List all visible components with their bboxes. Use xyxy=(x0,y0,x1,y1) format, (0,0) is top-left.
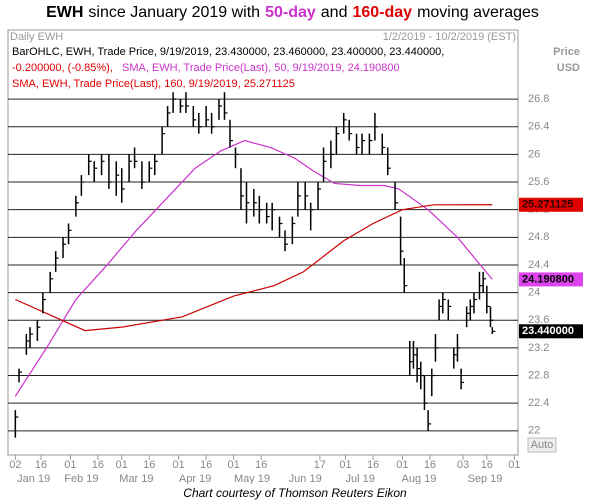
y-tick-label: 24.8 xyxy=(528,231,549,243)
y-tick-label: 26 xyxy=(528,148,540,160)
month-label: Feb 19 xyxy=(64,473,98,484)
month-label: Sep 19 xyxy=(468,473,503,484)
title-part: since January 2019 with xyxy=(88,4,261,21)
x-tick-label: 01 xyxy=(339,459,351,471)
x-tick-label: 02 xyxy=(9,459,21,471)
y-tick-label: 24.4 xyxy=(528,259,549,271)
x-tick-label: 17 xyxy=(314,459,326,471)
y-tick-label: 23.6 xyxy=(528,314,549,326)
title-part: and xyxy=(320,4,348,21)
month-label: Apr 19 xyxy=(179,473,211,484)
x-tick-label: 16 xyxy=(200,459,212,471)
month-label: Jul 19 xyxy=(346,473,375,484)
value-tag xyxy=(519,272,583,287)
sma-line xyxy=(15,204,493,332)
footer: Chart courtesy of Thomson Reuters Eikon xyxy=(183,486,407,500)
x-tick-label: 16 xyxy=(424,459,436,471)
value-tag-label: 23.440000 xyxy=(522,325,574,337)
y-tick-label: 22.4 xyxy=(528,397,549,409)
y-tick-label: 22.8 xyxy=(528,369,549,381)
month-label: Jan 19 xyxy=(17,473,50,484)
value-tag xyxy=(519,324,583,339)
plot-frame xyxy=(7,29,519,456)
x-tick-label: 01 xyxy=(508,459,520,471)
month-label: Mar 19 xyxy=(119,473,153,484)
x-tick-label: 16 xyxy=(367,459,379,471)
x-tick-label: 16 xyxy=(35,459,47,471)
chart-title: EWH since January 2019 with 50-day and 160-d… xyxy=(0,4,590,22)
legend-line: BarOHLC, EWH, Trade Price, 9/19/2019, 23… xyxy=(12,46,444,58)
legend-line: -0.200000, (-0.85%), xyxy=(12,62,113,74)
axis-unit: Price xyxy=(553,46,580,58)
x-tick-label: 16 xyxy=(143,459,155,471)
x-tick-label: 01 xyxy=(64,459,76,471)
title-part: 160-day xyxy=(352,4,413,21)
value-tag xyxy=(519,197,583,212)
value-tag-label: 24.190800 xyxy=(522,273,574,285)
title-part: EWH xyxy=(46,4,84,21)
x-tick-label: 01 xyxy=(116,459,128,471)
month-label: Aug 19 xyxy=(401,473,436,484)
value-tag-label: 25.271125 xyxy=(522,199,573,211)
auto-label[interactable]: Auto xyxy=(531,439,554,451)
header-left: Daily EWH xyxy=(10,31,63,43)
y-tick-label: 22 xyxy=(528,425,540,437)
x-tick-label: 01 xyxy=(172,459,184,471)
y-tick-label: 24 xyxy=(528,287,540,299)
x-tick-label: 01 xyxy=(228,459,240,471)
title-part: moving averages xyxy=(417,4,539,21)
chart: Daily EWH 1/2/2019 - 10/2/2019 (EST) Aut… xyxy=(7,29,583,484)
legend-line: SMA, EWH, Trade Price(Last), 160, 9/19/2… xyxy=(12,78,295,90)
header-right: 1/2/2019 - 10/2/2019 (EST) xyxy=(383,31,516,43)
title-part: 50-day xyxy=(265,4,316,21)
auto-button[interactable] xyxy=(527,437,557,453)
axis-unit: USD xyxy=(557,62,580,74)
y-tick-label: 26.4 xyxy=(528,121,549,133)
y-tick-label: 23.2 xyxy=(528,342,549,354)
x-tick-label: 16 xyxy=(255,459,267,471)
y-tick-label: 25.6 xyxy=(528,176,549,188)
x-tick-label: 16 xyxy=(481,459,493,471)
x-tick-label: 16 xyxy=(92,459,104,471)
month-label: May 19 xyxy=(234,473,270,484)
month-label: Jun 19 xyxy=(289,473,322,484)
x-tick-label: 03 xyxy=(457,459,469,471)
y-tick-label: 26.8 xyxy=(528,93,549,105)
x-tick-label: 01 xyxy=(396,459,408,471)
legend-line: SMA, EWH, Trade Price(Last), 50, 9/19/20… xyxy=(122,62,400,74)
